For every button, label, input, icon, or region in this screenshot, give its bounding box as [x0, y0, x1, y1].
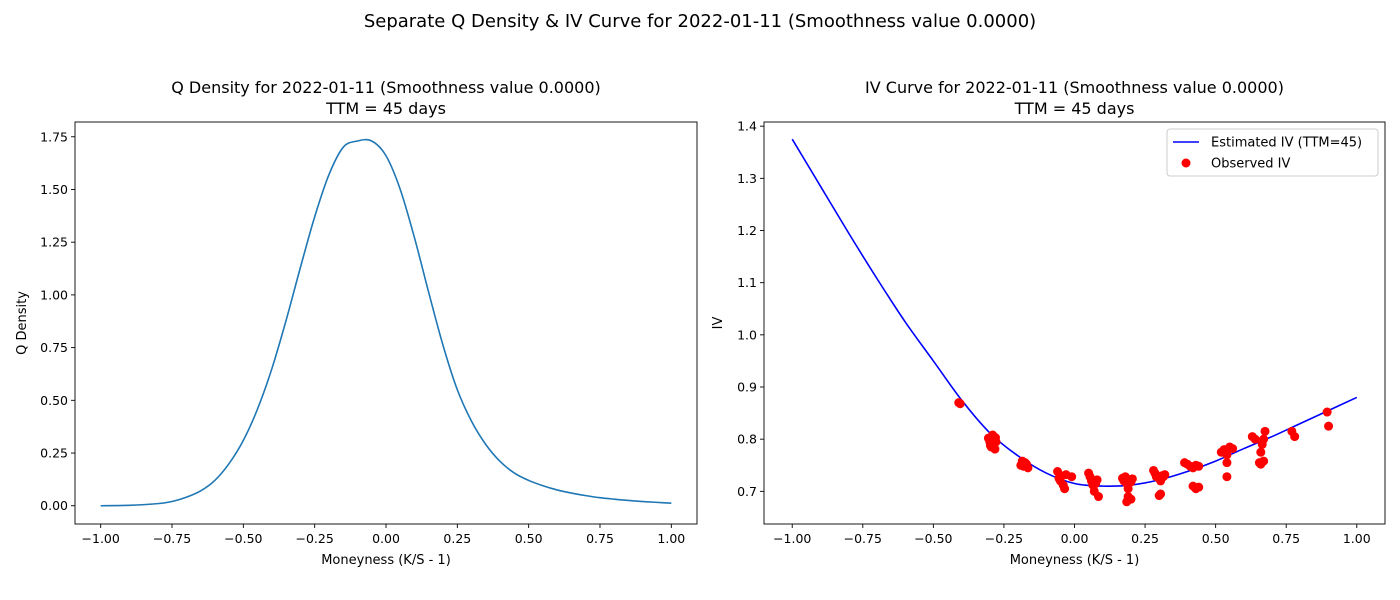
- x-tick-label: 0.25: [1131, 531, 1159, 546]
- y-tick-label: 1.75: [40, 129, 68, 144]
- y-tick-label: 0.75: [40, 340, 68, 355]
- x-tick-label: 0.00: [372, 531, 400, 546]
- x-tick-label: −0.75: [844, 531, 882, 546]
- iv-curve-panel: IV Curve for 2022-01-11 (Smoothness valu…: [711, 78, 1386, 568]
- observed-iv-point: [1194, 461, 1204, 471]
- q-density-line: [100, 138, 672, 507]
- legend-box: [1166, 128, 1379, 177]
- x-axis-label: Moneyness (K/S - 1): [321, 553, 451, 568]
- y-tick-label: 0.7: [737, 484, 757, 499]
- observed-iv-series: [954, 398, 1334, 507]
- y-tick-label: 1.1: [737, 275, 757, 290]
- x-tick-label: 1.00: [1343, 531, 1371, 546]
- panel-subtitle: TTM = 45 days: [325, 99, 446, 118]
- observed-iv-point: [1222, 450, 1232, 460]
- observed-iv-point: [955, 399, 965, 409]
- observed-iv-point: [1092, 475, 1102, 485]
- y-tick-label: 1.0: [737, 327, 757, 342]
- observed-iv-point: [990, 444, 1000, 454]
- observed-iv-point: [1222, 472, 1232, 482]
- panel-subtitle: TTM = 45 days: [1014, 99, 1135, 118]
- legend-marker: [1181, 158, 1191, 168]
- y-tick-label: 1.3: [737, 171, 757, 186]
- y-tick-label: 0.00: [40, 498, 68, 513]
- y-tick-label: 0.8: [737, 432, 757, 447]
- x-axis-label: Moneyness (K/S - 1): [1010, 553, 1140, 568]
- observed-iv-point: [1259, 434, 1269, 444]
- legend: Estimated IV (TTM=45) Observed IV: [1166, 128, 1379, 177]
- x-tick-label: −0.50: [224, 531, 262, 546]
- observed-iv-point: [1126, 494, 1136, 504]
- observed-iv-point: [1127, 474, 1137, 484]
- observed-iv-point: [1324, 421, 1334, 431]
- y-tick-label: 1.50: [40, 182, 68, 197]
- x-tick-label: −0.25: [296, 531, 334, 546]
- x-tick-label: 0.50: [1202, 531, 1230, 546]
- y-tick-label: 1.4: [737, 119, 757, 134]
- x-tick-label: 0.25: [443, 531, 471, 546]
- observed-iv-point: [1228, 444, 1238, 454]
- x-tick-label: 0.00: [1061, 531, 1089, 546]
- observed-iv-point: [1194, 482, 1204, 492]
- plot-area: [100, 138, 672, 507]
- y-tick-label: 0.25: [40, 446, 68, 461]
- observed-iv-point: [1259, 456, 1269, 466]
- y-tick-label: 1.00: [40, 287, 68, 302]
- y-axis-label: Q Density: [15, 291, 30, 355]
- observed-iv-point: [1160, 470, 1170, 480]
- observed-iv-point: [1060, 484, 1070, 494]
- figure-suptitle: Separate Q Density & IV Curve for 2022-0…: [364, 11, 1036, 32]
- x-tick-label: 0.75: [586, 531, 614, 546]
- x-tick-label: −0.75: [153, 531, 191, 546]
- x-tick-label: −1.00: [773, 531, 811, 546]
- x-tick-label: 0.75: [1272, 531, 1300, 546]
- observed-iv-point: [1093, 492, 1103, 502]
- observed-iv-point: [1123, 484, 1133, 494]
- y-tick-label: 1.2: [737, 223, 757, 238]
- x-tick-label: 0.50: [515, 531, 543, 546]
- y-tick-label: 1.25: [40, 235, 68, 250]
- x-tick-label: 1.00: [657, 531, 685, 546]
- legend-label: Observed IV: [1211, 157, 1291, 172]
- observed-iv-point: [1290, 432, 1300, 442]
- observed-iv-point: [1067, 472, 1077, 482]
- plot-area: [791, 138, 1358, 507]
- legend-label: Estimated IV (TTM=45): [1211, 136, 1362, 151]
- observed-iv-point: [991, 437, 1001, 447]
- observed-iv-point: [1256, 447, 1266, 457]
- x-tick-label: −1.00: [82, 531, 120, 546]
- panel-title: IV Curve for 2022-01-11 (Smoothness valu…: [865, 78, 1284, 97]
- observed-iv-point: [1322, 407, 1332, 417]
- observed-iv-point: [1222, 458, 1232, 468]
- y-tick-label: 0.9: [737, 380, 757, 395]
- x-tick-label: −0.25: [985, 531, 1023, 546]
- panel-title: Q Density for 2022-01-11 (Smoothness val…: [171, 78, 600, 97]
- observed-iv-point: [1250, 434, 1260, 444]
- observed-iv-point: [1260, 426, 1270, 436]
- x-tick-label: −0.50: [914, 531, 952, 546]
- q-density-panel: Q Density for 2022-01-11 (Smoothness val…: [15, 78, 698, 568]
- y-axis-label: IV: [711, 317, 726, 330]
- observed-iv-point: [1023, 463, 1033, 473]
- y-tick-label: 0.50: [40, 393, 68, 408]
- observed-iv-point: [1156, 489, 1166, 499]
